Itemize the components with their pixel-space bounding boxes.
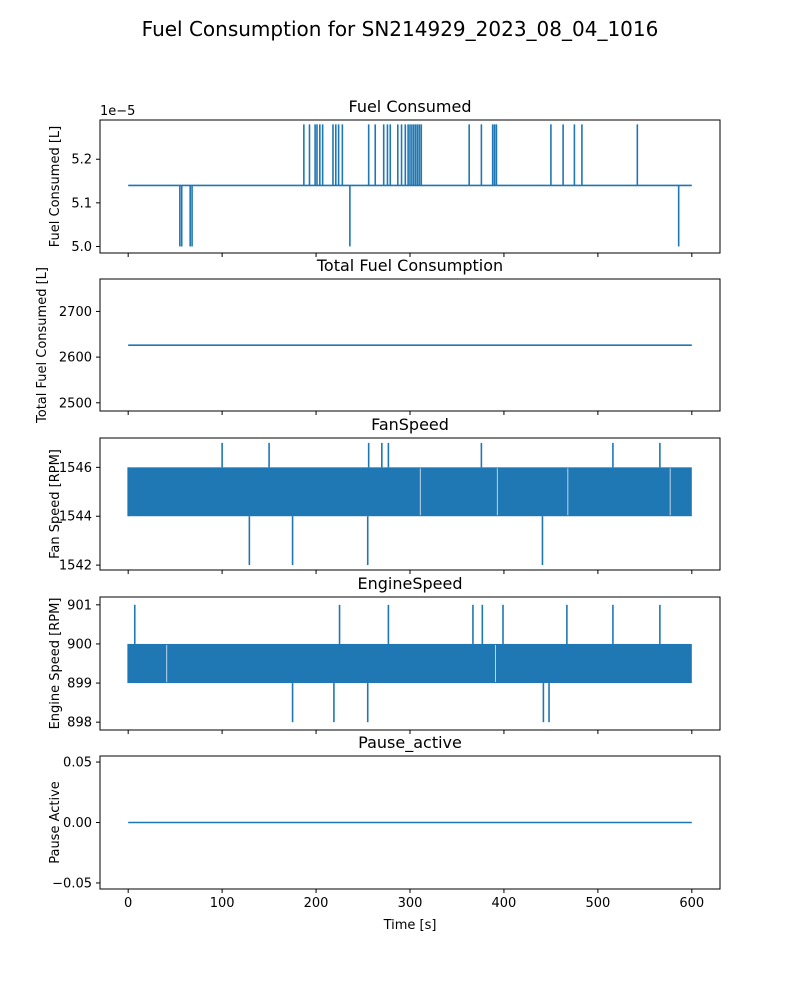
subplot-title: Pause_active — [358, 733, 462, 753]
y-tick-label: 1544 — [59, 510, 92, 525]
y-tick-label: 0.05 — [63, 756, 92, 771]
y-tick-label: 1542 — [59, 559, 92, 574]
y-tick-label: 898 — [67, 716, 92, 731]
series-band — [128, 643, 692, 684]
x-axis-label: Time [s] — [383, 918, 437, 933]
subplot-title: Total Fuel Consumption — [316, 256, 503, 275]
axes-frame — [99, 278, 721, 412]
series-band — [128, 467, 692, 517]
x-tick-label: 600 — [679, 896, 704, 911]
y-tick-label: 2700 — [59, 305, 92, 320]
subplot-title: FanSpeed — [371, 415, 449, 434]
x-tick-label: 200 — [304, 896, 329, 911]
y-tick-label: −0.05 — [52, 876, 92, 891]
y-tick-label: 1546 — [59, 461, 92, 476]
subplot-1: Fuel Consumed Fuel Consumed [L] 1e−5 5.0 5.1… — [48, 97, 721, 257]
y-tick-label: 0.00 — [63, 816, 92, 831]
axes-frame — [99, 755, 721, 890]
x-tick-label: 500 — [585, 896, 610, 911]
y-tick-label: 900 — [67, 637, 92, 652]
x-tick-label: 400 — [492, 896, 517, 911]
y-tick-label: 2500 — [59, 396, 92, 411]
y-tick-label: 2600 — [59, 351, 92, 366]
x-tick-label: 100 — [210, 896, 235, 911]
subplot-title: Fuel Consumed — [348, 97, 471, 116]
axes-frame — [99, 596, 721, 731]
figure-title: Fuel Consumption for SN214929_2023_08_04… — [142, 17, 659, 41]
y-tick-label: 901 — [67, 598, 92, 613]
y-axis-label: Fuel Consumed [L] — [48, 126, 63, 247]
subplot-5: Pause_active Pause Active −0.05 0.00 0.05 0 10… — [48, 733, 721, 911]
y-axis-label: Pause Active — [48, 781, 63, 864]
y-axis-label: Engine Speed [RPM] — [48, 598, 63, 730]
axes-frame — [99, 119, 721, 254]
subplot-4: EngineSpeed Engine Speed [RPM] 898 899 900 90… — [48, 574, 721, 734]
y-tick-label: 5.2 — [71, 153, 92, 168]
y-tick-label: 5.1 — [71, 196, 92, 211]
x-tick-label: 0 — [124, 896, 132, 911]
y-axis-label: Total Fuel Consumed [L] — [35, 267, 50, 424]
subplots: Fuel Consumed Fuel Consumed [L] 1e−5 5.0 5.1… — [35, 97, 721, 911]
subplot-title: EngineSpeed — [358, 574, 463, 593]
y-tick-label: 899 — [67, 677, 92, 692]
axes-frame — [99, 437, 721, 571]
subplot-3: FanSpeed Fan Speed [RPM]1542 1544 1546 — [48, 415, 721, 574]
x-tick-label: 300 — [398, 896, 423, 911]
y-axis-label: Fan Speed [RPM] — [48, 449, 63, 559]
y-tick-label: 5.0 — [71, 240, 92, 255]
subplot-2: Total Fuel Consumption Total Fuel Consume… — [35, 256, 721, 424]
y-offset-label: 1e−5 — [100, 104, 135, 119]
